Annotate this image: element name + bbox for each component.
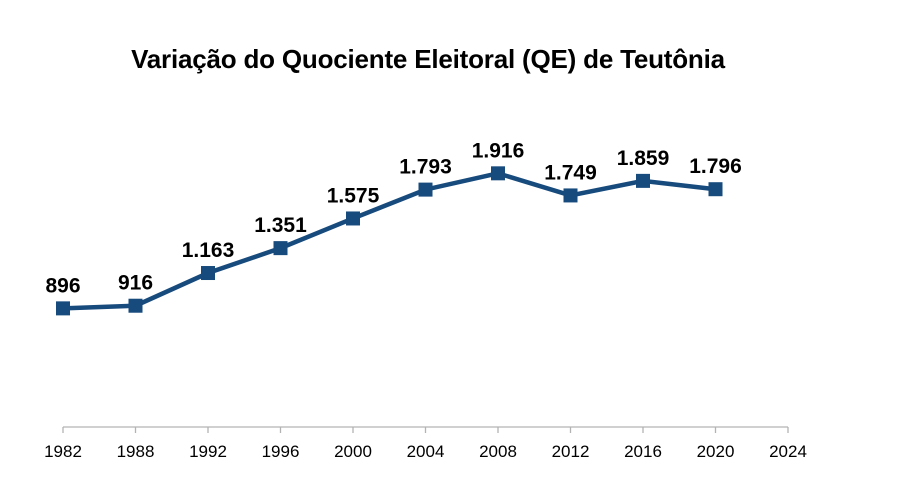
data-point-label: 1.796 <box>689 155 742 178</box>
x-axis-tick-label: 1992 <box>189 442 227 461</box>
data-point-marker <box>563 188 578 203</box>
x-axis-tick-label: 1982 <box>44 442 82 461</box>
data-point-label: 1.793 <box>399 156 452 179</box>
data-point-marker <box>56 301 70 316</box>
series-line <box>62 170 716 311</box>
data-point-marker <box>128 298 143 313</box>
data-point-marker <box>346 211 360 226</box>
data-point-label: 1.859 <box>617 147 670 170</box>
data-point-marker <box>636 173 650 188</box>
data-point-label: 1.749 <box>544 161 597 184</box>
data-point-marker <box>273 241 288 256</box>
data-point-label: 1.351 <box>254 214 307 237</box>
x-axis-tick-label: 2020 <box>697 442 735 461</box>
x-axis-tick-label: 1988 <box>117 442 155 461</box>
x-axis-tick-label: 2004 <box>407 442 445 461</box>
data-point-label: 1.575 <box>327 184 380 207</box>
data-point-label: 896 <box>45 274 80 297</box>
x-axis-tick-label: 2008 <box>479 442 517 461</box>
x-axis-tick-label: 2024 <box>769 442 807 461</box>
data-point-label: 916 <box>118 272 153 295</box>
data-point-marker <box>201 266 215 281</box>
x-axis-tick-label: 2016 <box>624 442 662 461</box>
data-point-label: 1.916 <box>472 139 525 162</box>
data-point-label: 1.163 <box>182 239 235 262</box>
x-axis-tick-label: 2000 <box>334 442 372 461</box>
data-point-marker <box>708 182 723 197</box>
data-point-marker <box>418 182 433 197</box>
x-axis-tick-label: 1996 <box>262 442 300 461</box>
x-axis-tick-label: 2012 <box>552 442 590 461</box>
data-point-marker <box>491 166 505 181</box>
chart-title: Variação do Quociente Eleitoral (QE) de … <box>131 44 725 74</box>
